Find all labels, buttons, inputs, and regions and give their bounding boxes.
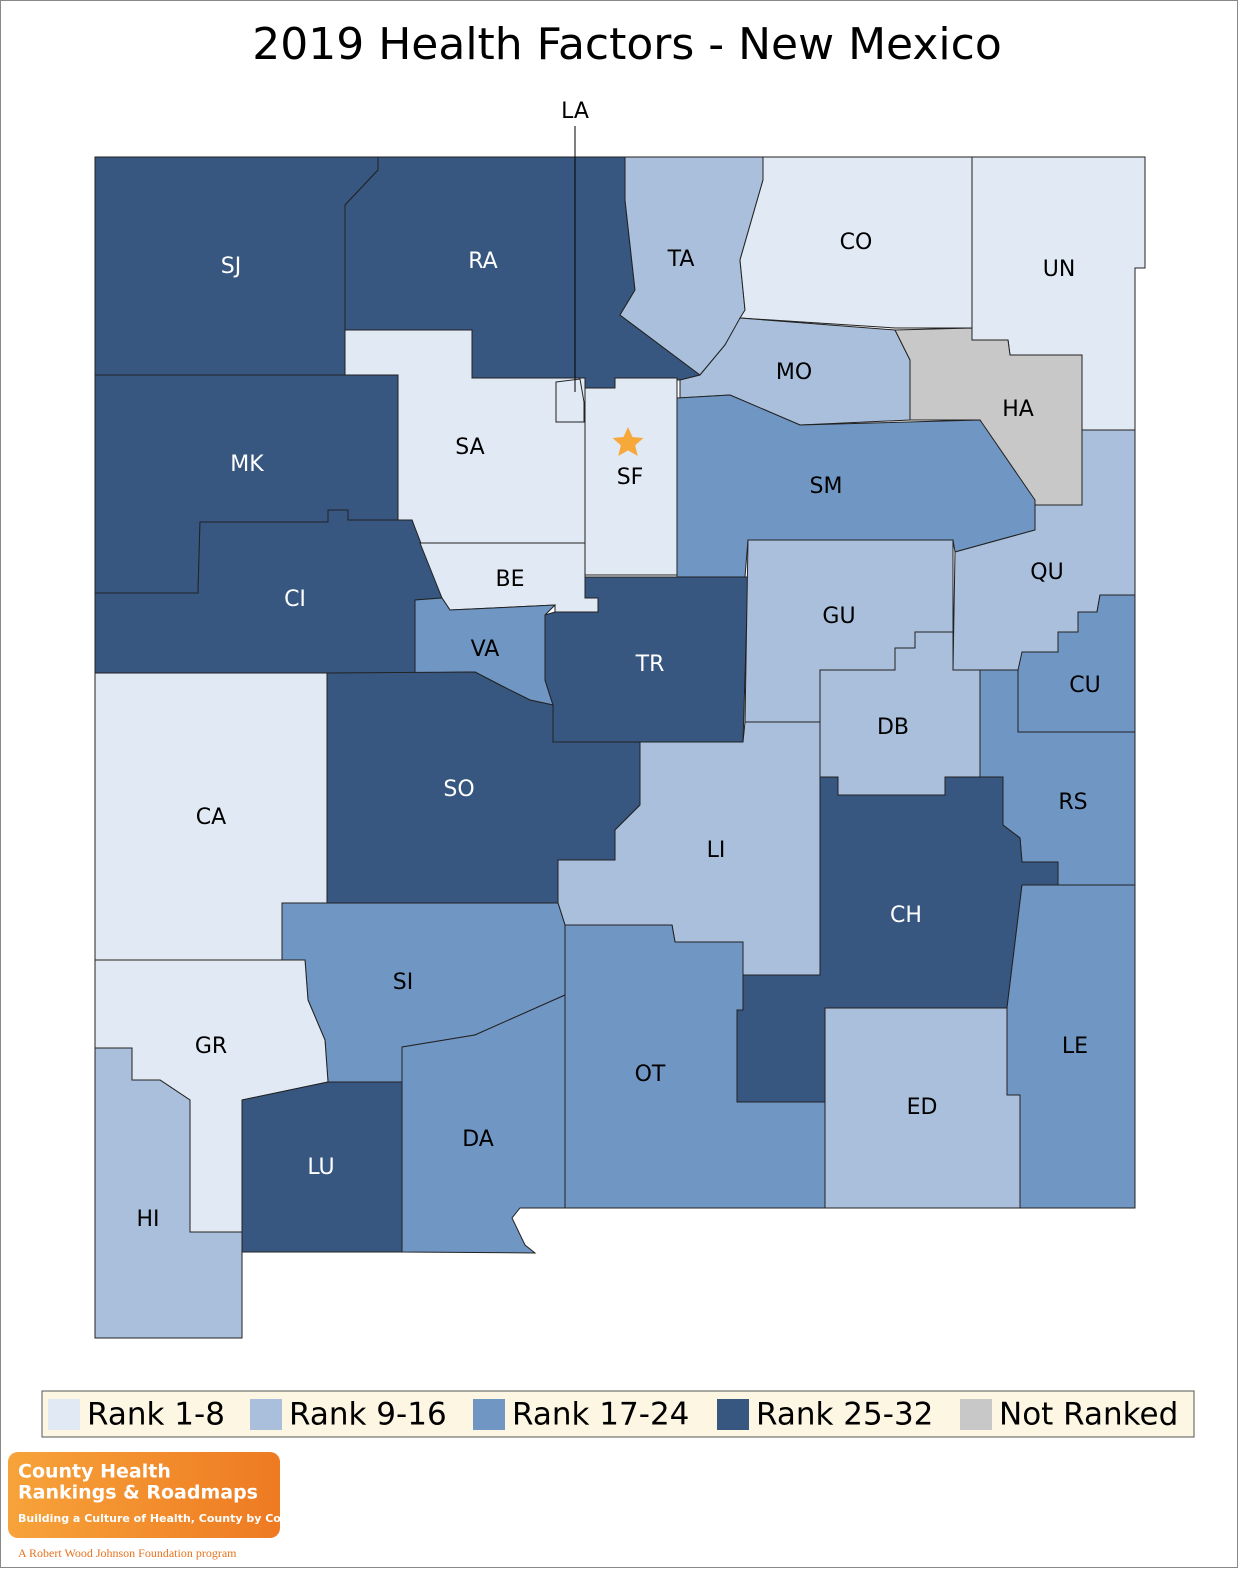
county-label: RS <box>1058 790 1087 815</box>
county-label: LE <box>1062 1034 1088 1059</box>
legend: Rank 1-8 Rank 9-16 Rank 17-24 Rank 25-32 Not… <box>48 1397 1178 1433</box>
county <box>94 1047 243 1339</box>
county-label: OT <box>635 1062 666 1087</box>
logo-tagline: Building a Culture of Health, County by … <box>18 1512 309 1525</box>
legend-swatch <box>960 1399 992 1430</box>
county-label: DB <box>877 715 909 740</box>
county-label: GU <box>822 604 855 629</box>
legend-label: Not Ranked <box>999 1397 1178 1433</box>
county-label: SA <box>455 435 484 460</box>
county <box>544 576 749 743</box>
county <box>401 994 566 1254</box>
county-label: ED <box>907 1095 938 1120</box>
county-label: BE <box>496 567 525 592</box>
county-label: TA <box>667 247 695 272</box>
county-label: SO <box>443 777 474 802</box>
county <box>564 924 826 1209</box>
county-label: LU <box>307 1155 334 1180</box>
county-label: LI <box>707 838 726 863</box>
legend-label: Rank 25-32 <box>756 1397 933 1433</box>
county-label: CU <box>1069 673 1100 698</box>
county-label: SM <box>810 474 843 499</box>
county-label: SJ <box>221 254 241 279</box>
legend-swatch <box>473 1399 505 1430</box>
capital-star <box>612 427 644 456</box>
county-label: CI <box>284 587 306 612</box>
county-label: MO <box>776 360 812 385</box>
county-label: CO <box>840 230 873 255</box>
county-label: VA <box>471 637 500 662</box>
title: 2019 Health Factors - New Mexico <box>252 19 1001 70</box>
legend-label: Rank 17-24 <box>512 1397 689 1433</box>
legend-label: Rank 9-16 <box>289 1397 447 1433</box>
county-label: SF <box>617 465 644 490</box>
county-label: RA <box>468 249 497 274</box>
county-label: GR <box>195 1034 227 1059</box>
legend-swatch <box>717 1399 749 1430</box>
county-label: UN <box>1043 257 1076 282</box>
logo-line2: Rankings & Roadmaps <box>18 1482 258 1504</box>
legend-swatch <box>250 1399 282 1430</box>
county-label: HI <box>136 1207 159 1232</box>
county-label: MK <box>230 452 264 477</box>
legend-label: Rank 1-8 <box>87 1397 225 1433</box>
county <box>555 378 585 423</box>
logo-footer: A Robert Wood Johnson Foundation program <box>18 1546 237 1560</box>
county-label: HA <box>1002 397 1034 422</box>
counties <box>94 156 1146 1339</box>
county-label: QU <box>1030 560 1063 585</box>
logo-line1: County Health <box>18 1461 171 1483</box>
logo-badge <box>8 1452 280 1538</box>
county-label: TR <box>635 652 665 677</box>
county-label: SI <box>393 970 413 995</box>
legend-box <box>41 1390 1195 1438</box>
county-label: CA <box>196 805 226 830</box>
legend-swatch <box>48 1399 80 1430</box>
county-label: DA <box>462 1127 494 1152</box>
county-label: LA <box>561 99 589 124</box>
county-label: CH <box>890 903 922 928</box>
